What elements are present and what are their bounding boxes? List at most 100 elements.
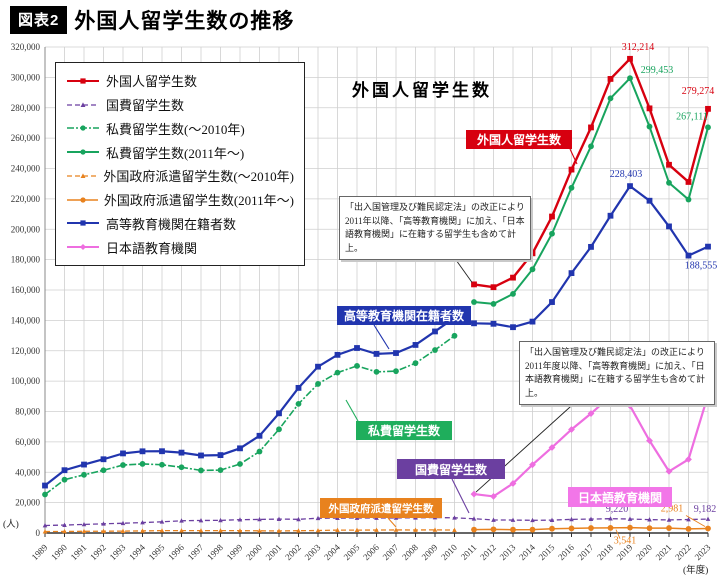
series-shihi_old bbox=[42, 332, 458, 498]
page-title: 外国人留学生数の推移 bbox=[74, 10, 295, 33]
svg-text:188,555: 188,555 bbox=[685, 261, 718, 272]
legend-item-haken_new: 外国政府派遣留学生数(2011年〜) bbox=[66, 190, 294, 209]
series-haken_old bbox=[42, 527, 457, 534]
svg-text:320,000: 320,000 bbox=[11, 42, 41, 52]
legend-item-foreign_total: 外国人留学生数 bbox=[66, 71, 294, 90]
svg-text:1999: 1999 bbox=[225, 542, 245, 562]
series-haken_new bbox=[471, 524, 711, 533]
series-kokuhi bbox=[42, 515, 711, 528]
series-label-nihongo: 日本語教育機関 bbox=[568, 487, 672, 507]
series-higher_ed bbox=[42, 183, 711, 489]
legend-label: 外国政府派遣留学生数(〜2010年) bbox=[103, 169, 294, 185]
svg-text:1998: 1998 bbox=[205, 542, 225, 562]
legend-sample-shihi_new bbox=[67, 149, 99, 155]
series-label-kokuhi: 国費留学生数 bbox=[397, 459, 505, 479]
svg-text:312,214: 312,214 bbox=[622, 42, 655, 53]
svg-text:2008: 2008 bbox=[400, 542, 420, 562]
legend-sample-higher_ed bbox=[67, 220, 99, 226]
svg-text:2020: 2020 bbox=[634, 542, 654, 562]
svg-text:2013: 2013 bbox=[498, 542, 518, 562]
svg-text:120,000: 120,000 bbox=[11, 346, 41, 356]
legend-item-kokuhi: 国費留学生数 bbox=[66, 95, 294, 114]
svg-text:2007: 2007 bbox=[381, 542, 401, 562]
label-leader bbox=[451, 478, 470, 514]
legend-label: 外国政府派遣留学生数(2011年〜) bbox=[103, 193, 294, 209]
svg-text:180,000: 180,000 bbox=[11, 255, 41, 265]
series-foreign_total bbox=[471, 55, 711, 291]
legend: 外国人留学生数国費留学生数私費留学生数(〜2010年) 私費留学生数(2011年〜… bbox=[55, 62, 305, 266]
label-leader bbox=[387, 517, 397, 528]
figure-tag: 図表2 bbox=[10, 6, 68, 34]
svg-text:2,981: 2,981 bbox=[661, 503, 684, 514]
y-axis-unit: (人) bbox=[3, 520, 19, 530]
svg-text:2011: 2011 bbox=[459, 542, 479, 562]
legend-sample-kokuhi bbox=[67, 102, 99, 107]
legend-sample-nihongo bbox=[67, 244, 99, 251]
legend-sample-haken_old bbox=[67, 173, 98, 178]
label-leader bbox=[373, 324, 390, 350]
svg-text:2018: 2018 bbox=[595, 542, 615, 562]
svg-text:2006: 2006 bbox=[361, 542, 381, 562]
svg-text:1996: 1996 bbox=[166, 542, 186, 562]
svg-text:2023: 2023 bbox=[693, 542, 713, 562]
y-axis-labels: 0 20,000 40,000 60,000 80,000 100,000 120,000 1… bbox=[11, 42, 41, 538]
legend-item-haken_old: 外国政府派遣留学生数(〜2010年) bbox=[66, 166, 294, 185]
annotation-2011-note-upper: 「出入国管理及び難民認定法」の改正により2011年以降、「高等教育機関」に加え、… bbox=[339, 196, 531, 260]
svg-text:9,182: 9,182 bbox=[694, 504, 717, 515]
svg-text:2010: 2010 bbox=[439, 542, 459, 562]
svg-text:140,000: 140,000 bbox=[11, 315, 41, 325]
x-axis-unit: (年度) bbox=[683, 566, 709, 576]
legend-label: 日本語教育機関 bbox=[106, 240, 198, 256]
svg-text:2001: 2001 bbox=[264, 542, 284, 562]
series-label-higher-ed: 高等教育機関在籍者数 bbox=[337, 306, 471, 325]
svg-text:2000: 2000 bbox=[244, 542, 264, 562]
svg-text:2021: 2021 bbox=[654, 542, 674, 562]
svg-text:2014: 2014 bbox=[517, 542, 537, 562]
series-label-foreign-total: 外国人留学生数 bbox=[466, 130, 572, 149]
svg-text:1994: 1994 bbox=[127, 542, 147, 562]
svg-text:2009: 2009 bbox=[420, 542, 440, 562]
label-leader bbox=[569, 148, 578, 165]
svg-text:1992: 1992 bbox=[88, 542, 108, 562]
legend-sample-haken_new bbox=[67, 197, 98, 203]
svg-text:1991: 1991 bbox=[69, 542, 89, 562]
svg-text:1997: 1997 bbox=[186, 542, 206, 562]
svg-text:40,000: 40,000 bbox=[15, 467, 40, 477]
svg-text:2002: 2002 bbox=[283, 542, 303, 562]
svg-text:2015: 2015 bbox=[537, 542, 557, 562]
legend-item-shihi_new: 私費留学生数(2011年〜) bbox=[66, 143, 294, 162]
series-label-haken: 外国政府派遣留学生数 bbox=[320, 498, 442, 518]
svg-text:2016: 2016 bbox=[556, 542, 576, 562]
legend-label: 私費留学生数(〜2010年) bbox=[106, 121, 245, 137]
series-label-shihi: 私費留学生数 bbox=[356, 421, 452, 440]
legend-item-higher_ed: 高等教育機関在籍者数 bbox=[66, 214, 294, 233]
svg-text:279,274: 279,274 bbox=[682, 86, 715, 97]
svg-text:160,000: 160,000 bbox=[11, 285, 41, 295]
svg-text:240,000: 240,000 bbox=[11, 164, 41, 174]
svg-text:2017: 2017 bbox=[576, 542, 596, 562]
legend-label: 外国人留学生数 bbox=[106, 74, 198, 90]
svg-text:299,453: 299,453 bbox=[641, 65, 674, 76]
svg-text:200,000: 200,000 bbox=[11, 224, 41, 234]
x-axis-labels: 1989 1990 1991 1992 1993 1994 1995 1996 1997 1998… bbox=[30, 542, 713, 562]
svg-text:20,000: 20,000 bbox=[15, 498, 40, 508]
legend-item-shihi_old: 私費留学生数(〜2010年) bbox=[66, 119, 294, 138]
svg-text:220,000: 220,000 bbox=[11, 194, 41, 204]
chart-header: 図表2 外国人留学生数の推移 bbox=[10, 5, 294, 35]
svg-text:1993: 1993 bbox=[108, 542, 128, 562]
legend-label: 私費留学生数(2011年〜) bbox=[106, 145, 245, 161]
svg-text:0: 0 bbox=[36, 528, 41, 538]
legend-sample-shihi_old bbox=[67, 125, 99, 131]
svg-text:280,000: 280,000 bbox=[11, 103, 41, 113]
label-leader bbox=[345, 399, 359, 422]
svg-text:2012: 2012 bbox=[478, 542, 498, 562]
svg-text:1989: 1989 bbox=[30, 542, 50, 562]
svg-text:2003: 2003 bbox=[303, 542, 323, 562]
svg-text:260,000: 260,000 bbox=[11, 133, 41, 143]
series-shihi_new bbox=[471, 75, 711, 307]
plot-title: 外国人留学生数 bbox=[352, 81, 492, 100]
svg-text:2004: 2004 bbox=[322, 542, 342, 562]
svg-text:267,111: 267,111 bbox=[676, 111, 708, 122]
